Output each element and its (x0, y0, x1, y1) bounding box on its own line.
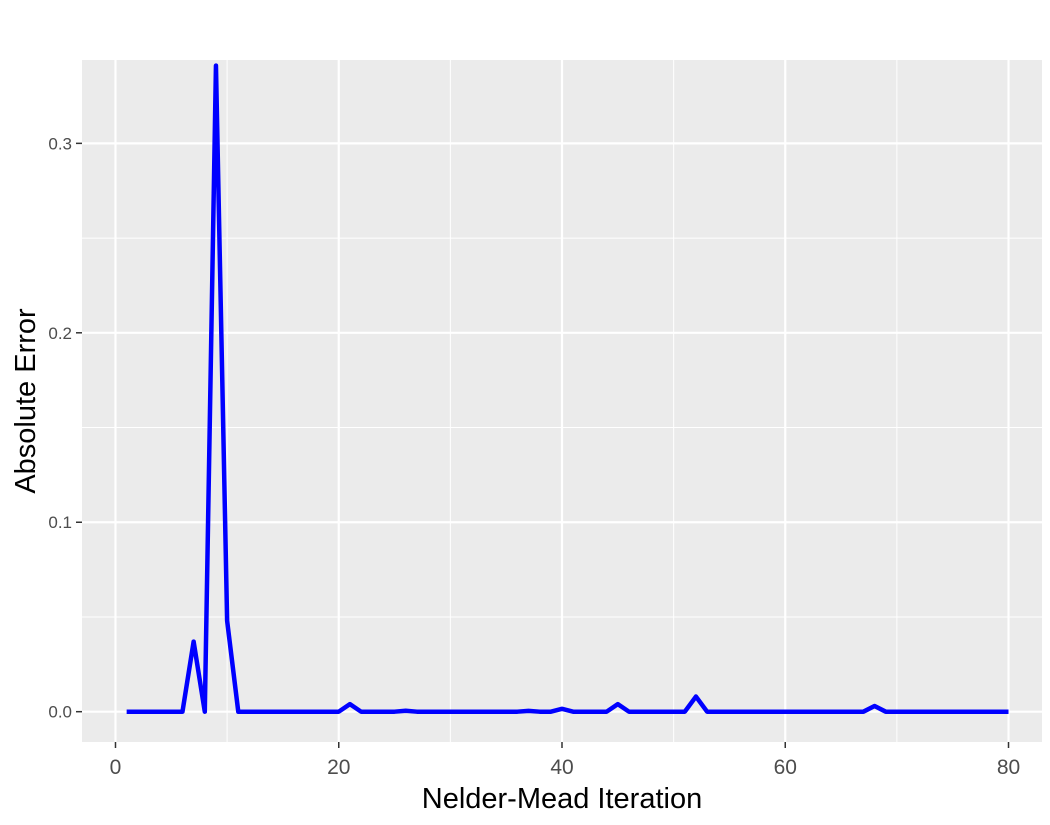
y-tick-label: 0.3 (48, 134, 72, 153)
y-tick-label: 0.0 (48, 703, 72, 722)
x-axis-title: Nelder-Mead Iteration (422, 783, 702, 815)
y-axis: 0.0 0.1 0.2 0.3 (48, 134, 82, 722)
series-line (126, 63, 1009, 714)
x-axis: 0 20 40 60 80 (110, 742, 1020, 779)
series-layer (126, 63, 1009, 714)
x-tick-label: 20 (327, 756, 350, 779)
y-tick-label: 0.1 (48, 513, 72, 532)
x-tick-label: 80 (997, 756, 1020, 779)
major-gridlines (82, 60, 1042, 742)
y-axis-title: Absolute Error (10, 308, 42, 494)
x-tick-label: 60 (774, 756, 797, 779)
y-tick-label: 0.2 (48, 324, 72, 343)
x-tick-label: 0 (110, 756, 122, 779)
x-tick-label: 40 (550, 756, 573, 779)
